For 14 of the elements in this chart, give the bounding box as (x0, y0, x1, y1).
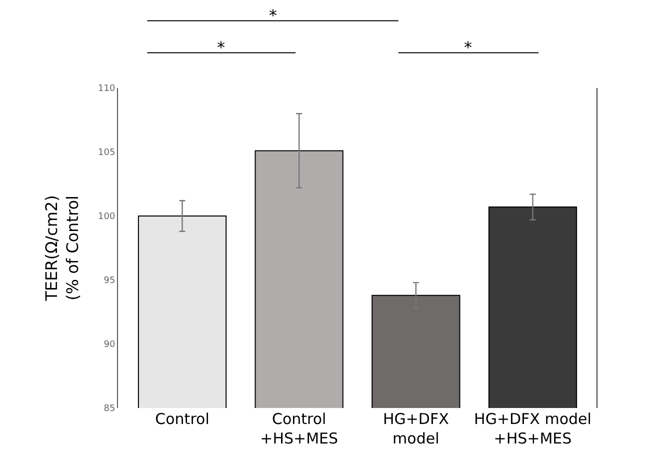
text: * (269, 6, 277, 25)
y-tick-label: 85 (104, 404, 116, 414)
y-axis-title: TEER(Ω/cm2) (% of Control (42, 195, 82, 302)
x-tick-label: HG+DFX model +HS+MES (474, 410, 592, 448)
y-tick-label: 105 (98, 148, 116, 158)
x-tick-label: Control +HS+MES (260, 410, 338, 448)
text: * (217, 38, 225, 57)
text: * (464, 38, 472, 57)
y-tick-label: 110 (98, 84, 116, 94)
x-tick-label: Control (155, 410, 210, 428)
x-tick-label: HG+DFX model (382, 410, 449, 448)
y-tick-label: 100 (98, 212, 116, 222)
y-tick-label: 90 (104, 340, 116, 350)
y-tick-label: 95 (104, 276, 116, 286)
